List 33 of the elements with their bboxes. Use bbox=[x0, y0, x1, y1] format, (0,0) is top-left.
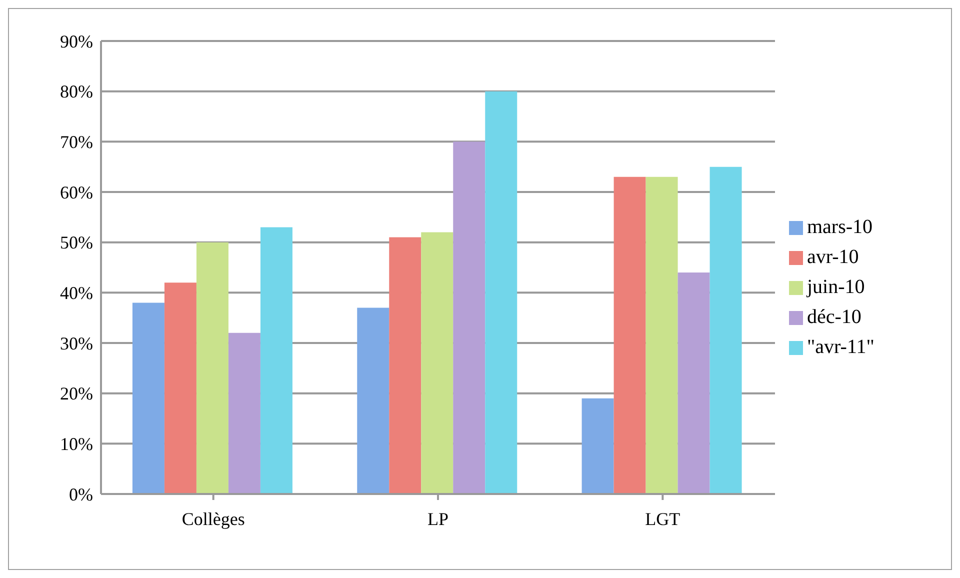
y-tick-label: 40% bbox=[60, 283, 93, 304]
bar bbox=[646, 176, 678, 494]
bar bbox=[421, 232, 454, 494]
x-tick-label: Collèges bbox=[182, 508, 245, 529]
y-tick-label: 0% bbox=[69, 484, 93, 504]
bar bbox=[164, 282, 196, 494]
legend-label: avr-10 bbox=[807, 246, 859, 268]
legend-label: mars-10 bbox=[807, 216, 873, 238]
bar bbox=[228, 332, 260, 494]
bar bbox=[485, 91, 518, 494]
x-tick-label: LP bbox=[427, 508, 449, 529]
y-tick-label: 50% bbox=[60, 232, 93, 253]
y-tick-label: 70% bbox=[60, 132, 93, 152]
bar bbox=[357, 308, 390, 494]
bar bbox=[196, 242, 228, 494]
bar bbox=[389, 237, 422, 494]
x-tick-label: LGT bbox=[645, 508, 680, 529]
bar bbox=[260, 227, 292, 494]
bar bbox=[453, 142, 486, 494]
bar bbox=[614, 176, 646, 494]
legend-label: déc-10 bbox=[807, 306, 862, 328]
bar bbox=[582, 398, 614, 494]
legend-label: "avr-11" bbox=[807, 336, 874, 358]
bar bbox=[710, 166, 742, 494]
y-tick-label: 80% bbox=[60, 82, 93, 102]
y-tick-label: 90% bbox=[60, 31, 93, 52]
y-tick-label: 20% bbox=[60, 384, 93, 404]
bar bbox=[132, 302, 164, 494]
bar bbox=[678, 272, 710, 494]
legend-label: juin-10 bbox=[807, 276, 865, 298]
y-tick-label: 60% bbox=[60, 182, 93, 202]
y-tick-label: 10% bbox=[60, 434, 93, 454]
y-tick-label: 30% bbox=[60, 333, 93, 354]
